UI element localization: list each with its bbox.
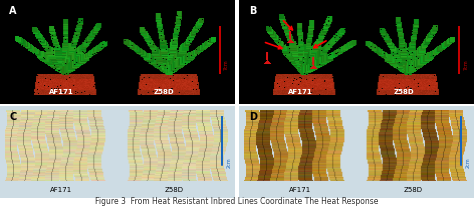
Text: Z58D: Z58D <box>393 89 414 95</box>
Text: Figure 3  From Heat Resistant Inbred Lines Coordinate The Heat Response: Figure 3 From Heat Resistant Inbred Line… <box>95 197 379 206</box>
Text: AF171: AF171 <box>50 187 72 193</box>
Text: AF171: AF171 <box>288 89 313 95</box>
Text: AF171: AF171 <box>289 187 311 193</box>
Text: C: C <box>9 111 17 121</box>
Text: Z58D: Z58D <box>403 187 422 193</box>
Text: Z58D: Z58D <box>164 187 183 193</box>
Text: D: D <box>249 111 257 121</box>
Text: 7cm: 7cm <box>224 59 229 70</box>
Text: 2cm: 2cm <box>466 157 471 168</box>
Text: 2cm: 2cm <box>227 157 231 168</box>
Text: 7cm: 7cm <box>464 59 468 70</box>
Text: A: A <box>9 6 17 16</box>
Text: Z58D: Z58D <box>154 89 174 95</box>
Text: B: B <box>249 6 256 16</box>
Text: AF171: AF171 <box>49 89 73 95</box>
